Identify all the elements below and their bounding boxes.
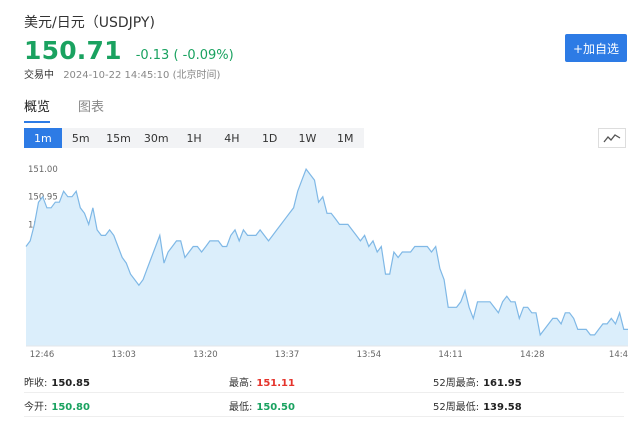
current-price: 150.71 [24, 36, 122, 65]
stat-value: 161.95 [483, 378, 522, 389]
tab-overview[interactable]: 概览 [24, 96, 51, 123]
x-tick-label: 14:11 [438, 350, 463, 360]
x-tick-label: 13:03 [111, 350, 136, 360]
stats-divider [24, 416, 624, 417]
stat-value: 150.80 [51, 402, 90, 413]
trading-status: 交易中 [24, 70, 54, 81]
stat-high: 最高: 151.11 [229, 374, 295, 389]
y-tick-label: 151.00 [28, 165, 58, 175]
stat-value: 151.11 [256, 378, 295, 389]
range-30m[interactable]: 30m [143, 131, 169, 145]
add-to-watchlist-button[interactable]: +加自选 [565, 34, 627, 62]
price-area-fill [26, 169, 628, 346]
quote-timestamp: 2024-10-22 14:45:10 (北京时间) [63, 70, 221, 81]
x-tick-label: 14:28 [520, 350, 545, 360]
price-line [25, 167, 628, 337]
stat-value: 139.58 [483, 402, 522, 413]
price-change: -0.13 ( -0.09%) [135, 48, 234, 63]
tab-chart[interactable]: 图表 [78, 100, 105, 115]
range-1h[interactable]: 1H [186, 131, 202, 145]
stat-label: 今开: [24, 402, 48, 413]
stat-label: 昨收: [24, 378, 48, 389]
x-tick-label: 13:20 [193, 350, 218, 360]
instrument-title: 美元/日元（USDJPY) [24, 15, 155, 31]
line-chart-icon [603, 134, 621, 143]
stat-low: 最低: 150.50 [229, 398, 295, 413]
range-5m[interactable]: 5m [71, 131, 90, 145]
price-row: 150.71 -0.13 ( -0.09%) [24, 36, 234, 65]
stat-open: 今开: 150.80 [24, 398, 90, 413]
stat-value: 150.50 [256, 402, 295, 413]
stat-52w-high: 52周最高: 161.95 [433, 374, 522, 389]
range-1m[interactable]: 1m [24, 128, 62, 148]
view-tabs: 概览 图表 [24, 96, 132, 123]
x-tick-label: 13:54 [357, 350, 382, 360]
quote-stats: 昨收: 150.85 最高: 151.11 52周最高: 161.95 今开: 150.… [24, 370, 624, 420]
stat-label: 最低: [229, 402, 253, 413]
range-4h[interactable]: 4H [224, 131, 240, 145]
stat-label: 52周最低: [433, 402, 480, 413]
stat-prev-close: 昨收: 150.85 [24, 374, 90, 389]
trading-meta: 交易中 2024-10-22 14:45:10 (北京时间) [24, 66, 220, 81]
stat-label: 最高: [229, 378, 253, 389]
range-1d[interactable]: 1D [261, 131, 278, 145]
x-axis: 12:46 13:03 13:20 13:37 13:54 14:11 14:28 14:4 [26, 345, 628, 360]
stat-label: 52周最高: [433, 378, 480, 389]
stats-divider [24, 392, 624, 393]
range-15m[interactable]: 15m [106, 131, 131, 145]
range-1mo[interactable]: 1M [337, 131, 354, 145]
stat-52w-low: 52周最低: 139.58 [433, 398, 522, 413]
price-chart[interactable]: 151.00150.95150.90150.85150.80150.75150.… [24, 152, 630, 362]
range-1w[interactable]: 1W [298, 131, 317, 145]
stat-value: 150.85 [51, 378, 90, 389]
chart-type-toggle-button[interactable] [598, 128, 626, 148]
x-tick-label: 14:4 [609, 350, 628, 360]
x-tick-label: 13:37 [275, 350, 300, 360]
time-range-selector: 1m 5m 15m 30m 1H 4H 1D 1W 1M [24, 128, 365, 148]
x-tick-label: 12:46 [30, 350, 55, 360]
